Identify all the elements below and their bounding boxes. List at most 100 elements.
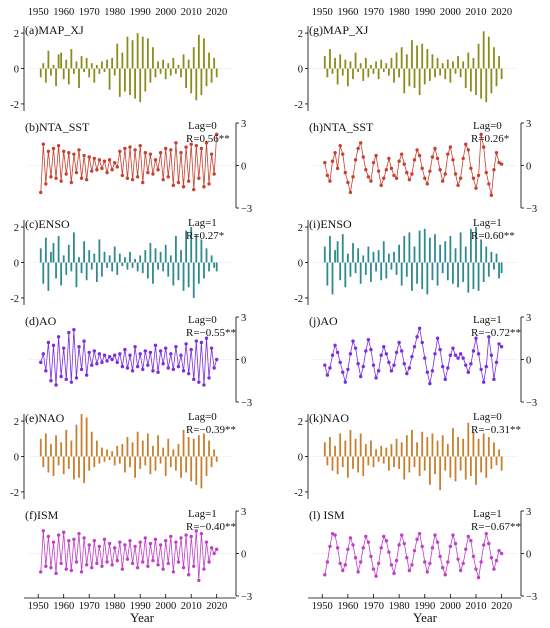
point-l-65 xyxy=(489,556,494,560)
bar-g-54 xyxy=(462,61,465,69)
bar-i-10 xyxy=(349,262,352,277)
point-f-41 xyxy=(143,536,147,540)
point-d-27 xyxy=(107,354,112,359)
bar-g-19 xyxy=(372,68,375,74)
panel-c: 2 0 -2 (c)ENSO Lag=1R=0.27* xyxy=(10,217,232,305)
x-axis-label-right: Year xyxy=(413,610,438,625)
bar-g-5 xyxy=(336,68,339,85)
point-d-2 xyxy=(44,369,48,373)
r-label-j: R=−0.72** xyxy=(471,327,521,339)
bar-k-9 xyxy=(346,456,349,478)
point-h-28 xyxy=(394,176,399,180)
point-d-33 xyxy=(123,347,127,352)
point-f-53 xyxy=(174,540,178,544)
point-j-51 xyxy=(453,353,458,357)
bar-a-27 xyxy=(108,68,111,90)
point-j-47 xyxy=(443,377,447,382)
bar-a-47 xyxy=(159,68,162,74)
bar-e-66 xyxy=(208,440,210,457)
bar-c-47 xyxy=(159,251,162,263)
point-d-3 xyxy=(46,340,51,345)
bar-i-32 xyxy=(405,262,408,277)
point-f-62 xyxy=(197,578,201,583)
x-tick-top-0-1: 1960 xyxy=(53,7,74,18)
point-b-20 xyxy=(90,169,94,173)
bar-k-8 xyxy=(344,440,347,457)
bar-i-36 xyxy=(416,262,418,284)
bar-e-52 xyxy=(172,449,175,457)
bar-a-15 xyxy=(78,68,80,88)
point-f-5 xyxy=(51,540,56,544)
x-tick-bottom-0-4: 1990 xyxy=(130,601,151,612)
bar-k-22 xyxy=(380,445,383,457)
bar-e-29 xyxy=(113,456,116,466)
y-tick-label-a-2: -2 xyxy=(10,100,19,111)
bar-k-62 xyxy=(482,433,485,457)
point-b-59 xyxy=(189,142,193,146)
bar-c-64 xyxy=(203,262,205,279)
point-h-16 xyxy=(364,168,368,172)
point-b-0 xyxy=(39,190,43,195)
point-b-33 xyxy=(123,146,127,151)
y-tick-label-h-1: 0 xyxy=(526,162,531,173)
bar-i-48 xyxy=(446,262,449,281)
bar-a-9 xyxy=(62,68,65,80)
bar-i-11 xyxy=(352,243,354,263)
bar-k-3 xyxy=(331,456,334,471)
y-tick-label-i-1: 0 xyxy=(298,259,303,270)
bar-c-9 xyxy=(62,255,65,263)
point-b-38 xyxy=(135,175,140,179)
bar-k-42 xyxy=(431,433,434,457)
point-f-65 xyxy=(204,540,209,544)
bar-k-69 xyxy=(500,456,503,471)
bar-c-34 xyxy=(126,262,129,270)
point-d-36 xyxy=(130,369,135,373)
point-b-67 xyxy=(209,152,214,156)
point-f-11 xyxy=(67,539,71,543)
point-b-39 xyxy=(138,143,142,148)
bar-c-18 xyxy=(85,262,88,281)
point-f-40 xyxy=(141,560,145,564)
bar-a-35 xyxy=(129,68,131,96)
y-tick-label-f-0: 3 xyxy=(241,507,246,518)
x-tick-top-0-6: 2010 xyxy=(181,7,202,18)
bar-c-45 xyxy=(154,248,157,263)
x-tick-bottom-0-2: 1970 xyxy=(79,601,100,612)
y-tick-label-j-2: −3 xyxy=(526,398,537,409)
x-tick-bottom-1-4: 1990 xyxy=(414,601,435,612)
point-h-50 xyxy=(451,158,455,162)
point-b-54 xyxy=(176,180,181,185)
bar-e-19 xyxy=(88,456,91,471)
point-j-42 xyxy=(430,369,435,373)
point-l-14 xyxy=(358,560,363,564)
bar-g-49 xyxy=(449,68,452,83)
point-l-47 xyxy=(443,573,447,577)
bar-e-30 xyxy=(116,445,119,457)
point-d-59 xyxy=(189,347,193,352)
bar-c-28 xyxy=(111,262,114,272)
bar-a-14 xyxy=(75,61,78,69)
point-h-61 xyxy=(479,132,483,137)
bar-a-24 xyxy=(101,61,103,69)
point-d-39 xyxy=(138,352,142,356)
bar-g-12 xyxy=(354,52,357,69)
point-l-7 xyxy=(341,568,345,573)
point-b-15 xyxy=(77,148,81,152)
point-b-68 xyxy=(212,172,216,176)
point-j-30 xyxy=(399,349,404,353)
bar-i-58 xyxy=(472,262,475,290)
point-h-68 xyxy=(497,160,501,165)
y-tick-label-g-1: 0 xyxy=(298,65,303,76)
r-label-b: R=0.56** xyxy=(186,133,230,145)
point-j-15 xyxy=(361,364,365,369)
point-l-13 xyxy=(356,570,360,574)
point-h-26 xyxy=(389,166,394,171)
bar-k-37 xyxy=(418,456,421,476)
bar-k-61 xyxy=(480,456,483,473)
x-tick-top-1-6: 2010 xyxy=(466,7,487,18)
bar-c-62 xyxy=(197,262,200,284)
bar-i-8 xyxy=(344,262,347,288)
y-tick-label-g-0: 2 xyxy=(298,29,303,40)
point-j-44 xyxy=(435,336,440,340)
bar-k-52 xyxy=(457,437,459,457)
